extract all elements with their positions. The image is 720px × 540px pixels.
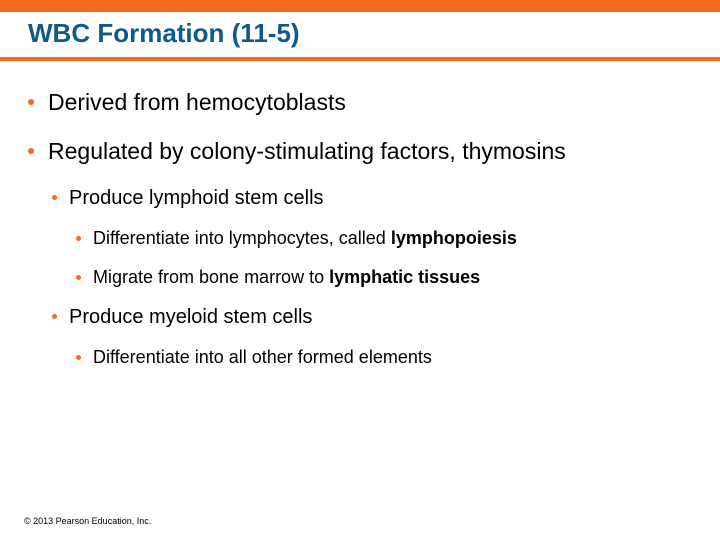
bullet-text: Migrate from bone marrow to lymphatic ti… xyxy=(93,267,480,288)
copyright-footer: © 2013 Pearson Education, Inc. xyxy=(24,516,151,526)
list-item: Migrate from bone marrow to lymphatic ti… xyxy=(76,267,692,288)
bullet-icon xyxy=(28,148,34,154)
slide-content: Derived from hemocytoblasts Regulated by… xyxy=(0,61,720,368)
bullet-text: Produce myeloid stem cells xyxy=(69,306,312,329)
list-item: Produce lymphoid stem cells xyxy=(52,187,692,210)
list-item: Differentiate into all other formed elem… xyxy=(76,347,692,368)
list-item: Regulated by colony-stimulating factors,… xyxy=(28,138,692,165)
list-item: Derived from hemocytoblasts xyxy=(28,89,692,116)
text-bold: lymphatic tissues xyxy=(329,267,480,287)
text-bold: lymphopoiesis xyxy=(391,228,517,248)
text-fragment: Differentiate into lymphocytes, called xyxy=(93,228,391,248)
bullet-icon xyxy=(76,236,81,241)
bullet-icon xyxy=(76,275,81,280)
accent-top-bar xyxy=(0,0,720,12)
bullet-text: Differentiate into lymphocytes, called l… xyxy=(93,228,517,249)
bullet-text: Regulated by colony-stimulating factors,… xyxy=(48,138,566,165)
list-item: Differentiate into lymphocytes, called l… xyxy=(76,228,692,249)
bullet-icon xyxy=(52,195,57,200)
bullet-text: Produce lymphoid stem cells xyxy=(69,187,324,210)
bullet-text: Differentiate into all other formed elem… xyxy=(93,347,432,368)
title-row: WBC Formation (11-5) xyxy=(0,12,720,53)
bullet-icon xyxy=(52,314,57,319)
text-fragment: Migrate from bone marrow to xyxy=(93,267,329,287)
bullet-icon xyxy=(28,99,34,105)
bullet-text: Derived from hemocytoblasts xyxy=(48,89,346,116)
list-item: Produce myeloid stem cells xyxy=(52,306,692,329)
bullet-icon xyxy=(76,355,81,360)
slide-title: WBC Formation (11-5) xyxy=(28,18,692,49)
